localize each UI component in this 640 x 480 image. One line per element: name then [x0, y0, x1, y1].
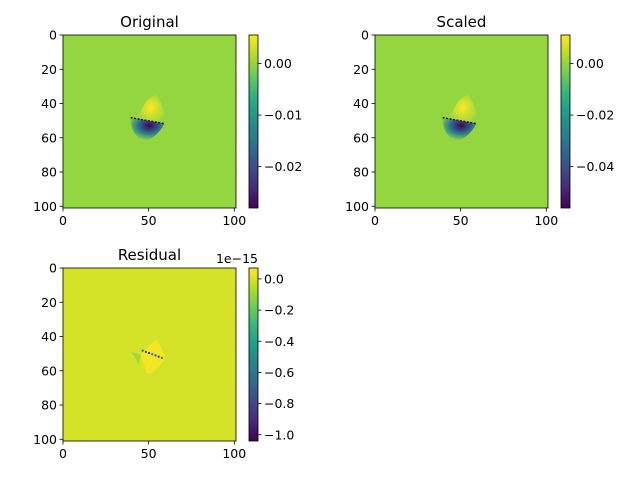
residual-spike — [148, 352, 151, 355]
panel-title: Scaled — [437, 13, 487, 31]
y-tick-label: 100 — [33, 199, 57, 214]
y-tick-label: 40 — [41, 96, 57, 111]
y-tick-label: 100 — [33, 432, 57, 447]
x-tick-label: 50 — [453, 213, 469, 228]
colorbar-tick-label: −0.01 — [264, 108, 302, 123]
y-tick-label: 0 — [49, 28, 57, 43]
y-tick-label: 20 — [353, 62, 369, 77]
lobe-boundary — [442, 116, 477, 125]
residual-spike — [151, 353, 154, 356]
y-tick-label: 80 — [41, 398, 57, 413]
x-tick-label: 50 — [141, 446, 157, 461]
y-tick-label: 60 — [353, 130, 369, 145]
colorbar-tick-label: 0.00 — [264, 56, 292, 71]
colorbar-tick-label: −0.04 — [576, 159, 614, 174]
residual-lobe-left — [130, 351, 141, 366]
colorbar — [560, 34, 571, 209]
residual-spike — [144, 350, 147, 353]
y-tick-label: 0 — [49, 261, 57, 276]
y-tick-label: 20 — [41, 295, 57, 310]
y-tick-label: 40 — [353, 96, 369, 111]
y-tick-label: 80 — [353, 165, 369, 180]
negative-lobe — [130, 117, 165, 141]
residual-spike — [154, 354, 157, 357]
colorbar — [248, 267, 259, 442]
colorbar-tick-label: −0.02 — [576, 108, 614, 123]
residual-spike — [157, 355, 160, 358]
lobe-boundary — [130, 116, 165, 125]
colorbar-tick-label: 0.00 — [576, 56, 604, 71]
colorbar-tick-label: −1.0 — [264, 427, 294, 442]
x-tick-label: 50 — [141, 213, 157, 228]
x-tick-label: 0 — [59, 213, 67, 228]
y-tick-label: 20 — [41, 62, 57, 77]
positive-lobe — [137, 94, 165, 124]
panel-title: Original — [120, 13, 179, 31]
colorbar-tick-label: −0.4 — [264, 334, 294, 349]
y-tick-label: 100 — [345, 199, 369, 214]
y-tick-label: 60 — [41, 130, 57, 145]
y-tick-label: 80 — [41, 165, 57, 180]
positive-lobe — [449, 94, 477, 124]
y-tick-label: 0 — [361, 28, 369, 43]
axes-frame — [62, 267, 237, 442]
x-tick-label: 100 — [534, 213, 558, 228]
colorbar — [248, 34, 259, 209]
colorbar-tick-label: −0.2 — [264, 303, 294, 318]
colorbar-tick-label: −0.6 — [264, 365, 294, 380]
axes-frame — [374, 34, 549, 209]
colorbar-tick-label: −0.02 — [264, 159, 302, 174]
y-tick-label: 60 — [41, 363, 57, 378]
x-tick-label: 100 — [222, 213, 246, 228]
residual-lobe — [140, 339, 165, 374]
panel-title: Residual — [118, 246, 181, 264]
colorbar-tick-label: −0.8 — [264, 396, 294, 411]
x-tick-label: 100 — [222, 446, 246, 461]
colorbar-offset-text: 1e−15 — [216, 251, 258, 266]
negative-lobe — [442, 117, 477, 141]
x-tick-label: 0 — [371, 213, 379, 228]
residual-spike — [160, 356, 163, 359]
x-tick-label: 0 — [59, 446, 67, 461]
residual-spike — [141, 349, 144, 352]
colorbar-tick-label: 0.0 — [264, 271, 284, 286]
y-tick-label: 40 — [41, 329, 57, 344]
axes-frame — [62, 34, 237, 209]
